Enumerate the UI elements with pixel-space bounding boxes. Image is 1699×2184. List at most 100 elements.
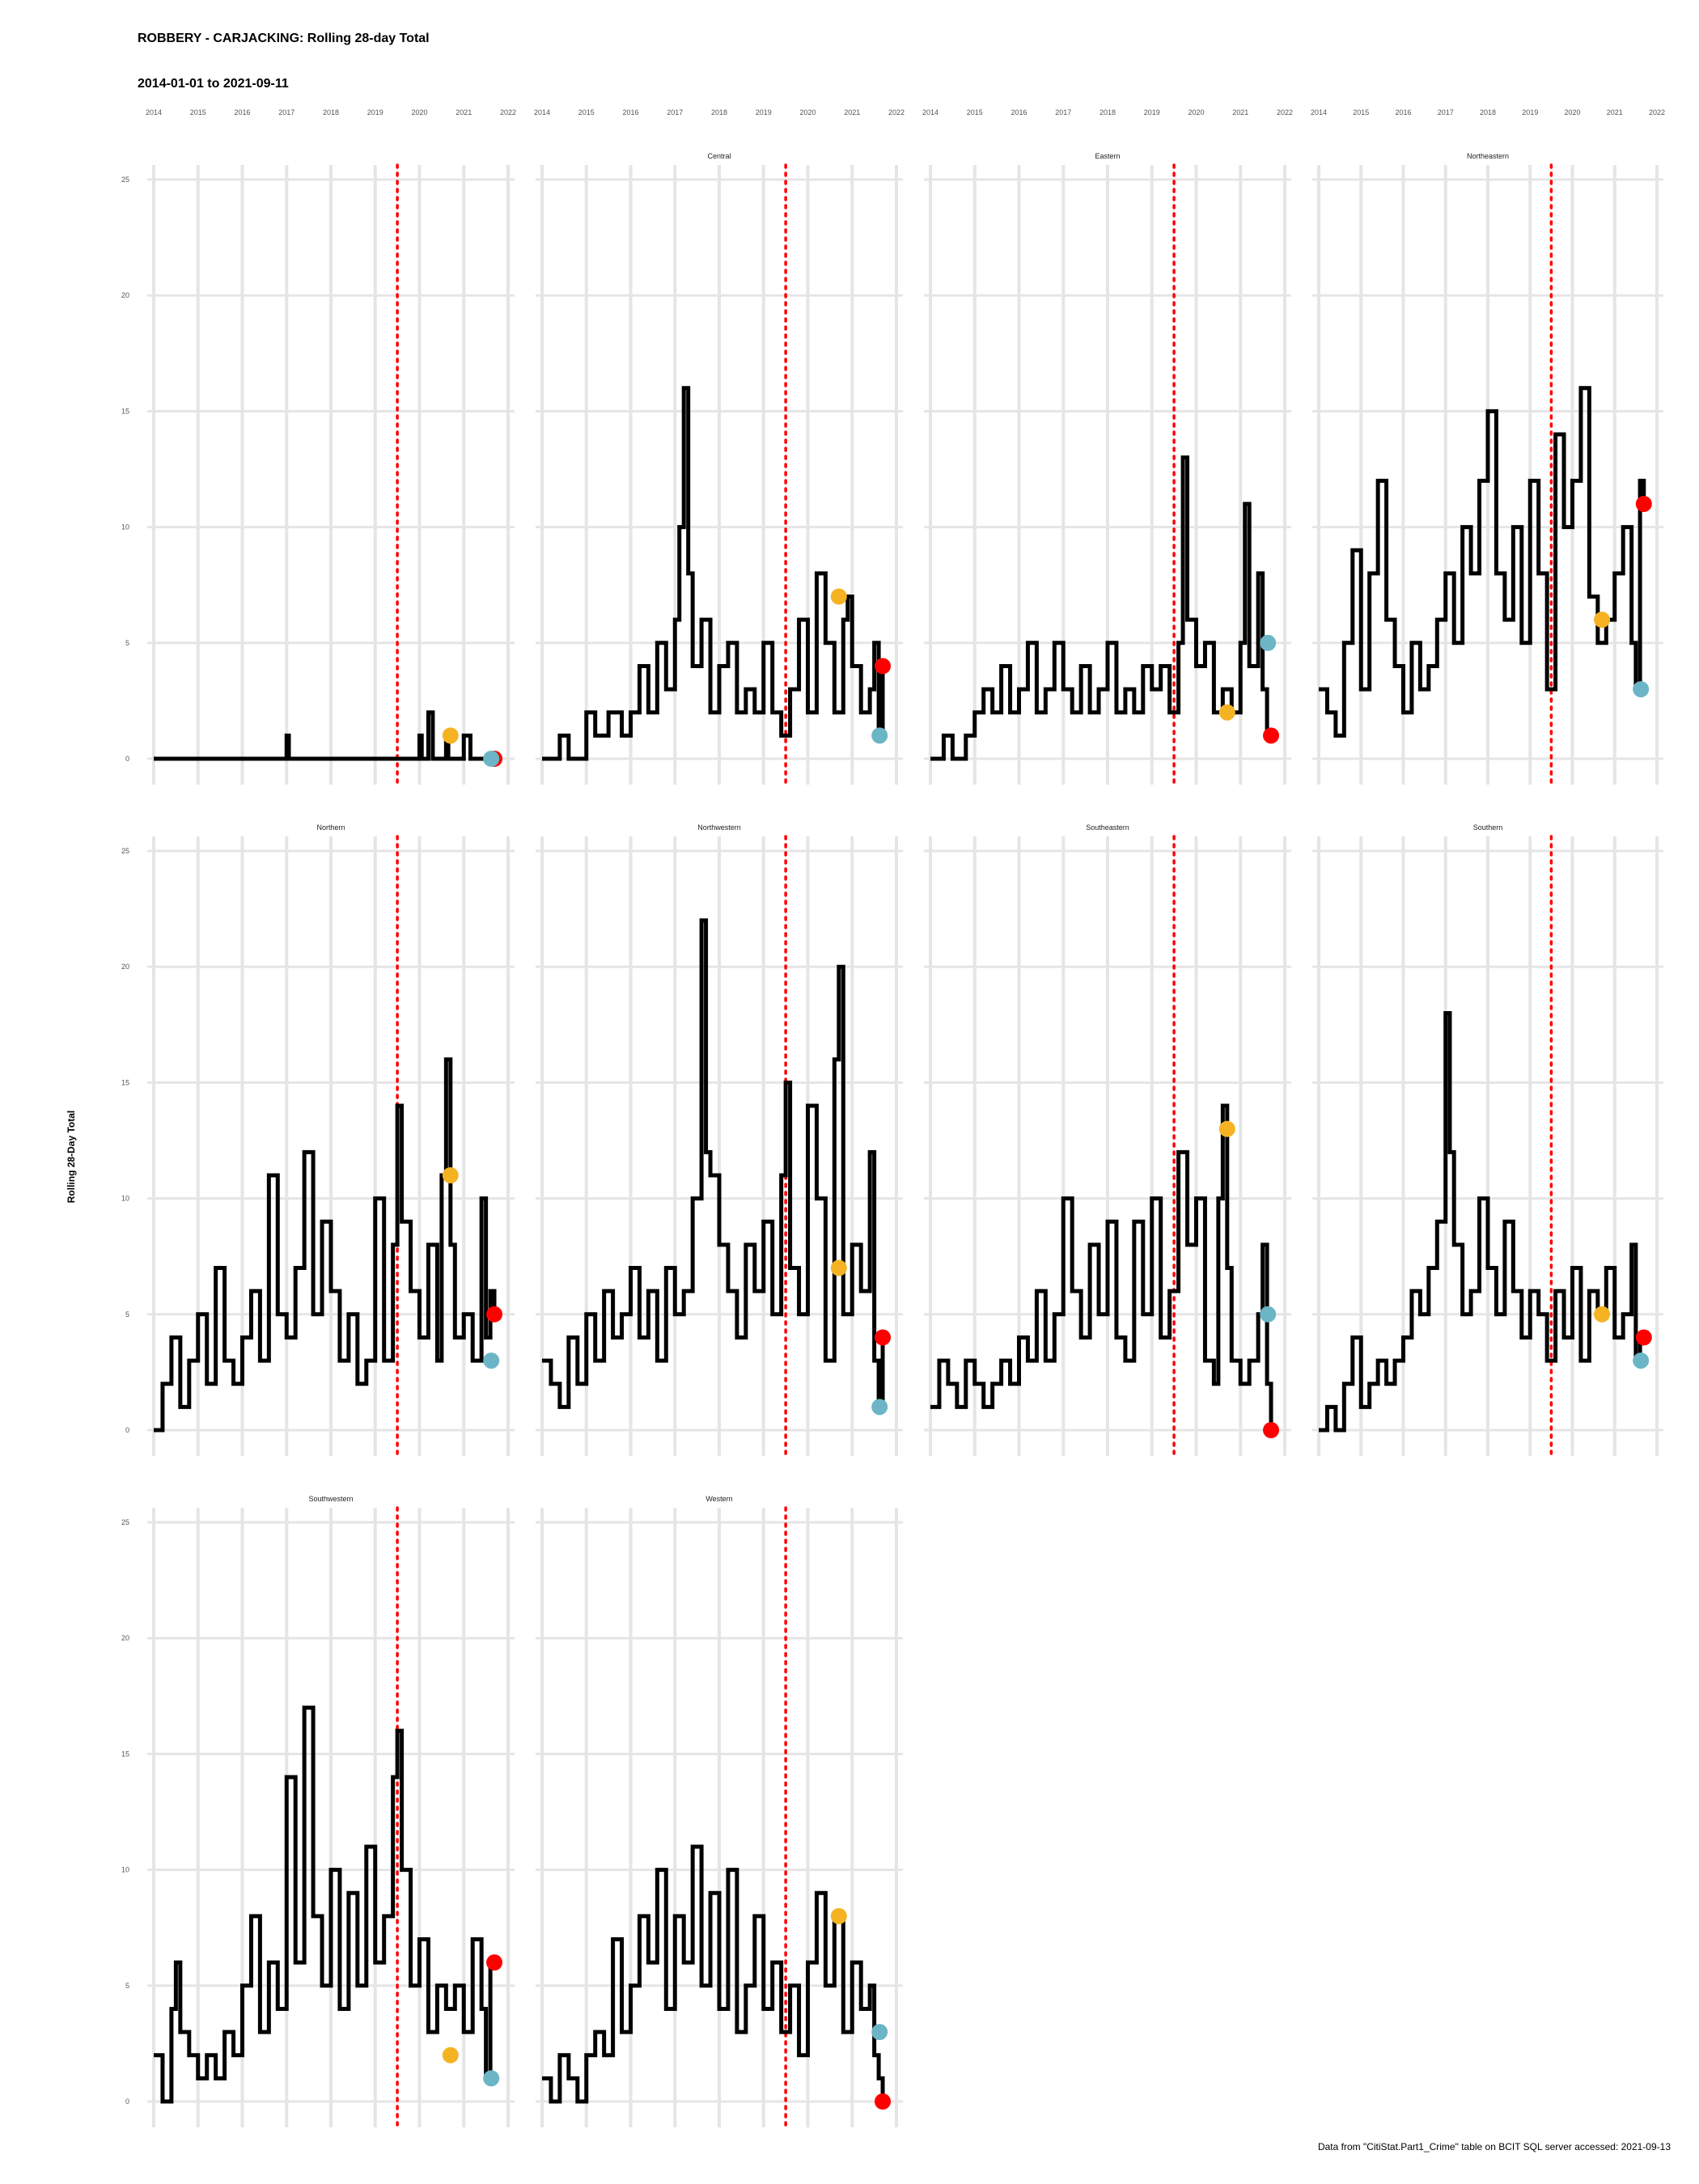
- series-line: [154, 1705, 495, 2104]
- panel-eastern: Eastern: [924, 152, 1291, 786]
- marker-yellow: [1218, 1120, 1235, 1137]
- marker-red: [875, 2093, 892, 2110]
- marker-teal: [871, 727, 888, 744]
- x-tick-label: 2018: [1099, 108, 1116, 116]
- marker-yellow: [1594, 612, 1611, 629]
- chart-title: ROBBERY - CARJACKING: Rolling 28-day Tot…: [138, 32, 430, 45]
- marker-teal: [1260, 634, 1277, 651]
- marker-red: [486, 1954, 503, 1971]
- y-tick-label: 20: [121, 291, 129, 299]
- x-tick-label: 2022: [1649, 108, 1665, 116]
- x-tick-label: 2014: [1311, 108, 1327, 116]
- y-tick-label: 10: [121, 1866, 129, 1874]
- series-line: [154, 1057, 497, 1433]
- marker-red: [1635, 1329, 1652, 1346]
- x-tick-label: 2020: [411, 108, 427, 116]
- panel-strip-label: Northern: [316, 823, 345, 832]
- panel-unassigned: 0 5 10 15 20 25: [121, 163, 515, 786]
- y-tick-label: 5: [125, 1982, 129, 1990]
- marker-red: [875, 658, 892, 675]
- x-tick-label: 2021: [1232, 108, 1248, 116]
- x-tick-label: 2020: [1188, 108, 1204, 116]
- x-tick-label: 2018: [1480, 108, 1496, 116]
- panel-northwestern: Northwestern: [536, 823, 903, 1458]
- series-line: [1319, 386, 1646, 738]
- chart-subtitle: 2014-01-01 to 2021-09-11: [138, 77, 289, 91]
- series-line: [542, 1844, 885, 2104]
- panel-western: Western: [536, 1495, 903, 2129]
- marker-yellow: [830, 588, 847, 605]
- x-tick-label: 2014: [534, 108, 550, 116]
- marker-yellow: [830, 1907, 847, 1924]
- chart-caption: Data from "CitiStat.Part1_Crime" table o…: [1318, 2141, 1671, 2152]
- series-line: [154, 710, 495, 761]
- x-tick-label: 2016: [622, 108, 638, 116]
- panel-strip-label: Northwestern: [697, 823, 741, 832]
- y-tick-label: 20: [121, 963, 129, 971]
- x-tick-label: 2015: [1353, 108, 1369, 116]
- y-tick-label: 25: [121, 176, 129, 184]
- marker-yellow: [442, 1166, 459, 1183]
- top-x-axis-ticks: 2014 2015 2016 2017 2018 2019 2020 2021 2022 2014…: [146, 108, 1665, 116]
- x-tick-label: 2014: [146, 108, 162, 116]
- x-tick-label: 2016: [1395, 108, 1411, 116]
- x-tick-label: 2022: [500, 108, 516, 116]
- marker-red: [1263, 1422, 1280, 1438]
- marker-yellow: [1594, 1306, 1611, 1323]
- y-tick-label: 20: [121, 1634, 129, 1642]
- y-tick-label: 0: [125, 1426, 129, 1434]
- marker-yellow: [1218, 704, 1235, 721]
- x-tick-label: 2017: [1055, 108, 1071, 116]
- marker-yellow: [442, 2046, 459, 2063]
- x-tick-label: 2015: [967, 108, 983, 116]
- marker-teal: [871, 2024, 888, 2041]
- x-tick-label: 2021: [844, 108, 860, 116]
- x-tick-label: 2014: [922, 108, 938, 116]
- x-tick-label: 2020: [799, 108, 816, 116]
- y-tick-label: 0: [125, 755, 129, 763]
- marker-red: [486, 1306, 503, 1323]
- x-tick-label: 2019: [1522, 108, 1538, 116]
- x-tick-label: 2017: [278, 108, 294, 116]
- x-tick-label: 2019: [1144, 108, 1160, 116]
- facet-panels: 0 5 10 15 20 25 Central Eastern Northeastern Nort…: [121, 152, 1663, 2129]
- y-tick-label: 15: [121, 1078, 129, 1086]
- panel-southwestern: Southwestern 0 5 10 15 20 25: [121, 1495, 515, 2129]
- x-tick-label: 2017: [1438, 108, 1454, 116]
- y-tick-label: 25: [121, 847, 129, 855]
- x-tick-label: 2018: [323, 108, 339, 116]
- x-tick-label: 2022: [1277, 108, 1293, 116]
- marker-yellow: [442, 727, 459, 744]
- y-tick-label: 5: [125, 1310, 129, 1318]
- panel-strip-label: Western: [705, 1495, 732, 1503]
- x-tick-label: 2018: [711, 108, 727, 116]
- y-tick-label: 10: [121, 1195, 129, 1203]
- panel-northeastern: Northeastern: [1312, 152, 1663, 786]
- y-tick-label: 25: [121, 1518, 129, 1526]
- marker-yellow: [830, 1259, 847, 1276]
- x-tick-label: 2017: [667, 108, 683, 116]
- x-tick-label: 2020: [1564, 108, 1580, 116]
- y-tick-label: 10: [121, 523, 129, 531]
- y-axis-label: Rolling 28-Day Total: [66, 1111, 77, 1203]
- x-tick-label: 2021: [1607, 108, 1623, 116]
- marker-teal: [1260, 1306, 1277, 1323]
- y-tick-label: 15: [121, 407, 129, 415]
- x-tick-label: 2015: [578, 108, 595, 116]
- marker-red: [875, 1329, 892, 1346]
- y-tick-label: 5: [125, 639, 129, 647]
- x-tick-label: 2019: [367, 108, 383, 116]
- x-tick-label: 2022: [888, 108, 905, 116]
- panel-strip-label: Southeastern: [1086, 823, 1129, 832]
- series-line: [1319, 1010, 1644, 1433]
- series-line: [542, 918, 885, 1409]
- marker-teal: [871, 1399, 888, 1416]
- series-line: [930, 1103, 1273, 1430]
- marker-teal: [483, 751, 500, 767]
- panel-strip-label: Southern: [1473, 823, 1503, 832]
- marker-red: [1263, 727, 1280, 744]
- x-tick-label: 2021: [455, 108, 472, 116]
- panel-southern: Southern: [1312, 823, 1663, 1458]
- x-tick-label: 2016: [1011, 108, 1027, 116]
